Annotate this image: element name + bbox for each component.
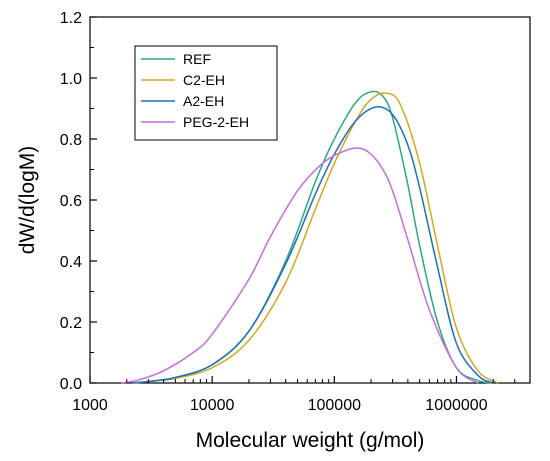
plot-area: 1000 10000 100000 1000000 0.0 0.2 0.4 0.6 0.8 1.… [60, 10, 531, 414]
x-tick-label: 1000 [72, 397, 108, 414]
x-tick-label: 100000 [308, 397, 361, 414]
legend-label: C2-EH [183, 72, 225, 88]
x-axis-label: Molecular weight (g/mol) [196, 429, 425, 452]
y-axis-ticks: 0.0 0.2 0.4 0.6 0.8 1.0 1.2 [60, 10, 97, 393]
y-tick-label: 1.0 [60, 71, 82, 88]
x-tick-label: 10000 [190, 397, 235, 414]
series-line-a2-eh [131, 105, 494, 384]
legend: REF C2-EH A2-EH PEG-2-EH [134, 45, 278, 141]
y-axis-label: dW/d(logM) [16, 146, 39, 255]
legend-label: PEG-2-EH [183, 114, 249, 130]
y-tick-label: 1.2 [60, 10, 82, 27]
legend-label: A2-EH [183, 93, 224, 109]
legend-label: REF [183, 51, 211, 67]
x-axis-ticks: 1000 10000 100000 1000000 [72, 376, 531, 414]
x-tick-label: 1000000 [425, 397, 487, 414]
y-tick-label: 0.0 [60, 376, 82, 393]
y-tick-label: 0.8 [60, 132, 82, 149]
y-tick-label: 0.6 [60, 193, 82, 210]
legend-box [134, 45, 278, 141]
series-line-peg-2-eh [121, 147, 479, 384]
series-layer [121, 90, 499, 384]
y-tick-label: 0.4 [60, 254, 82, 271]
y-tick-label: 0.2 [60, 315, 82, 332]
